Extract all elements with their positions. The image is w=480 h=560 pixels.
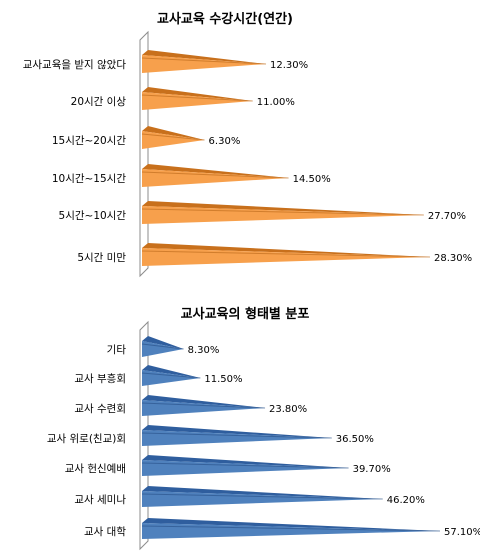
chart-1-bar (141, 243, 431, 266)
chart-1-bar-seam (141, 57, 267, 65)
chart-2-value-label: 11.50% (204, 374, 242, 385)
chart-1-value-label: 28.30% (434, 253, 472, 264)
chart-2-bar (141, 518, 441, 539)
chart-1-value-label: 14.50% (293, 174, 331, 185)
chart-2-bar-top (142, 425, 332, 438)
chart-2-category-label: 기타 (107, 344, 127, 356)
chart-1-bar-seam (141, 94, 253, 102)
chart-2-bar-top (142, 336, 184, 349)
chart-1-bar-seam (141, 171, 289, 179)
chart-class-types: 교사교육의 형태별 분포 기타 8.30% 교사 부흥회 11.50% 교사 수련회 23… (47, 306, 480, 551)
chart-2-value-label: 39.70% (353, 464, 391, 475)
chart-2-bar-top (142, 395, 266, 408)
chart-1-bar-top (142, 201, 424, 215)
chart-2-bar-seam (141, 372, 201, 379)
chart-1-category-label: 15시간~20시간 (52, 135, 126, 147)
chart-1-category-label: 5시간~10시간 (59, 210, 127, 222)
chart-1-value-label: 27.70% (428, 211, 466, 222)
chart-1-bar-seam (141, 133, 205, 141)
chart-1-bar (141, 164, 289, 187)
chart-1-bar (141, 126, 205, 149)
chart-1-category-label: 교사교육을 받지 않았다 (23, 59, 127, 71)
chart-1-bar-top (142, 126, 205, 140)
chart-2-bar (141, 455, 349, 476)
chart-2-category-label: 교사 위로(친교)회 (47, 432, 126, 445)
chart-2-title: 교사교육의 형태별 분포 (181, 306, 310, 322)
chart-2-category-label: 교사 세미나 (74, 494, 126, 506)
chart-1-bar-top (142, 87, 253, 101)
chart-1-category-label: 20시간 이상 (71, 96, 127, 108)
chart-2-bar-seam (141, 462, 349, 469)
chart-1-bar (141, 201, 424, 224)
chart-2-value-label: 36.50% (336, 434, 374, 445)
chart-1-bar (141, 87, 253, 110)
chart-2-bar-seam (141, 343, 184, 350)
chart-2-category-label: 교사 헌신예배 (65, 462, 126, 475)
chart-2-value-label: 57.10% (444, 527, 480, 538)
chart-2-bar (141, 486, 383, 507)
chart-1-value-label: 11.00% (257, 97, 295, 108)
chart-2-category-label: 교사 부흥회 (74, 372, 126, 385)
chart-2-bar-seam (141, 402, 266, 409)
chart-2-bar-top (142, 486, 383, 499)
chart-1-bar-top (142, 164, 289, 178)
chart-2-value-label: 8.30% (188, 345, 220, 356)
chart-1-category-label: 5시간 미만 (77, 252, 126, 264)
chart-2-value-label: 46.20% (387, 495, 425, 506)
chart-1-bar-top (142, 243, 430, 257)
chart-2-bar (141, 425, 332, 446)
chart-2-bar (141, 336, 184, 357)
chart-2-bar (141, 395, 266, 416)
chart-class-hours: 교사교육 수강시간(연간) 교사교육을 받지 않았다 12.30% 20시간 이상 1… (23, 11, 472, 278)
chart-2-category-label: 교사 대학 (84, 526, 126, 538)
chart-2-bar-seam (141, 493, 383, 500)
chart-2-bar-seam (141, 525, 441, 532)
chart-1-value-label: 12.30% (270, 60, 308, 71)
chart-1-title: 교사교육 수강시간(연간) (157, 11, 293, 27)
chart-2-bar-top (142, 455, 349, 468)
chart-1-bar (141, 50, 267, 73)
chart-2-bar-top (142, 518, 440, 531)
chart-1-value-label: 6.30% (209, 136, 241, 147)
chart-1-bar-seam (141, 250, 431, 258)
chart-2-category-label: 교사 수련회 (74, 403, 126, 415)
chart-2-bar (141, 365, 201, 386)
chart-2-value-label: 23.80% (269, 404, 307, 415)
chart-1-bar-top (142, 50, 267, 64)
chart-1-bar-seam (141, 208, 424, 216)
chart-1-category-label: 10시간~15시간 (52, 173, 126, 185)
chart-2-bar-seam (141, 432, 332, 439)
chart-2-bar-top (142, 365, 201, 378)
